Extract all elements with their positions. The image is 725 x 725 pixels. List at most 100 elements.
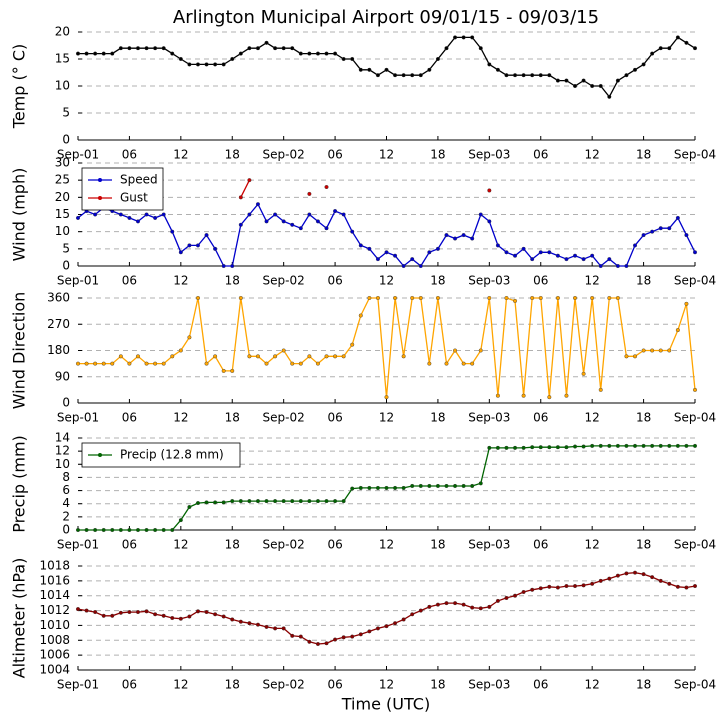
marker — [350, 342, 355, 347]
legend-label: Gust — [120, 191, 148, 205]
marker — [324, 226, 329, 231]
marker — [573, 83, 578, 88]
marker — [521, 246, 526, 251]
marker — [478, 606, 483, 611]
marker — [307, 354, 312, 359]
marker — [650, 348, 655, 353]
marker — [341, 212, 346, 217]
y-tick-label: 1010 — [39, 618, 70, 632]
marker — [418, 483, 423, 488]
marker — [144, 528, 149, 533]
marker — [110, 528, 115, 533]
marker — [581, 444, 586, 449]
marker — [564, 78, 569, 83]
marker — [418, 608, 423, 613]
marker — [247, 354, 252, 359]
x-tick-label: Sep-04 — [674, 274, 716, 288]
marker — [624, 354, 629, 359]
marker — [230, 368, 235, 373]
marker — [238, 499, 243, 504]
marker — [195, 296, 200, 301]
marker — [187, 62, 192, 67]
marker — [453, 601, 458, 606]
marker — [161, 46, 166, 51]
marker — [573, 253, 578, 258]
y-tick-label: 5 — [62, 106, 70, 120]
x-tick-label: 12 — [585, 538, 600, 552]
marker — [658, 46, 663, 51]
marker — [453, 35, 458, 40]
y-tick-label: 1004 — [39, 663, 70, 677]
marker — [530, 587, 535, 592]
y-tick-label: 1018 — [39, 559, 70, 573]
marker — [255, 622, 260, 627]
marker — [667, 226, 672, 231]
marker — [615, 443, 620, 448]
marker — [307, 499, 312, 504]
x-tick-label: Sep-03 — [468, 538, 510, 552]
marker — [135, 528, 140, 533]
marker — [153, 528, 158, 533]
marker — [504, 445, 509, 450]
marker — [590, 296, 595, 301]
marker — [127, 610, 132, 615]
marker — [427, 483, 432, 488]
marker — [384, 250, 389, 255]
marker — [401, 73, 406, 78]
marker — [255, 202, 260, 207]
marker — [341, 499, 346, 504]
marker — [530, 445, 535, 450]
marker — [478, 481, 483, 486]
marker — [615, 573, 620, 578]
y-tick-label: 360 — [47, 291, 70, 305]
marker — [633, 354, 638, 359]
x-tick-label: 12 — [379, 411, 394, 425]
marker — [393, 485, 398, 490]
x-tick-label: Sep-02 — [263, 274, 305, 288]
marker — [538, 250, 543, 255]
x-tick-label: 06 — [327, 678, 342, 692]
marker — [427, 250, 432, 255]
marker — [75, 361, 80, 366]
y-axis-title: Wind Direction — [10, 292, 29, 410]
marker — [290, 633, 295, 638]
marker — [255, 354, 260, 359]
marker — [273, 212, 278, 217]
marker — [153, 361, 158, 366]
marker — [375, 257, 380, 262]
marker — [633, 570, 638, 575]
legend-marker — [98, 453, 102, 457]
x-tick-label: 18 — [430, 148, 445, 162]
marker — [598, 387, 603, 392]
marker — [170, 528, 175, 533]
marker — [153, 46, 158, 51]
y-axis-title: Temp (° C) — [10, 44, 29, 129]
marker — [178, 518, 183, 523]
x-tick-label: 12 — [379, 678, 394, 692]
marker — [410, 296, 415, 301]
y-tick-label: 0 — [62, 133, 70, 147]
marker — [298, 499, 303, 504]
x-tick-label: 12 — [585, 678, 600, 692]
marker — [435, 57, 440, 62]
marker — [667, 46, 672, 51]
marker — [187, 335, 192, 340]
marker — [273, 354, 278, 359]
marker — [573, 444, 578, 449]
marker — [281, 499, 286, 504]
marker — [581, 78, 586, 83]
marker — [101, 361, 106, 366]
marker — [358, 632, 363, 637]
x-tick-label: Sep-01 — [57, 678, 99, 692]
marker — [573, 296, 578, 301]
x-tick-label: Sep-04 — [674, 148, 716, 162]
x-tick-label: 06 — [533, 148, 548, 162]
marker — [273, 499, 278, 504]
marker — [324, 51, 329, 56]
marker — [101, 528, 106, 533]
marker — [393, 621, 398, 626]
marker — [195, 609, 200, 614]
marker — [470, 35, 475, 40]
x-axis-title: Time (UTC) — [341, 695, 430, 714]
marker — [384, 67, 389, 72]
